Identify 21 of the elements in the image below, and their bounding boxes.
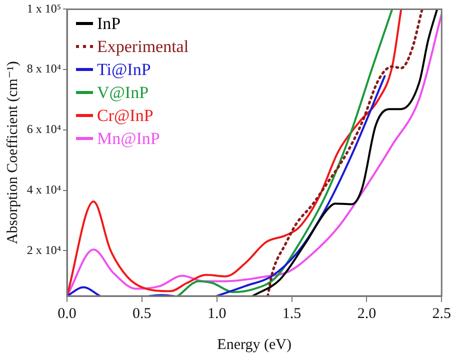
legend-label: InP	[97, 13, 121, 35]
y-tick-label: 1 x 10⁵	[26, 1, 61, 16]
x-tick-label: 0.5	[132, 306, 152, 322]
x-tick-label: 2.0	[357, 306, 376, 322]
x-tick-label: 2.5	[432, 306, 451, 322]
line-series	[252, 9, 438, 296]
legend-label: V@InP	[97, 82, 149, 104]
y-axis-title: Absorption Coefficient (cm⁻¹)	[4, 61, 21, 244]
line-series	[266, 9, 424, 296]
y-tick-label: 6 x 10⁴	[26, 122, 61, 136]
x-axis-title: Energy (eV)	[217, 336, 292, 353]
legend-label: Ti@InP	[97, 59, 151, 81]
x-tick-label: 0.0	[58, 306, 76, 322]
legend-label: Experimental	[97, 36, 189, 58]
legend-label: Cr@InP	[97, 105, 154, 127]
x-tick-label: 1.0	[207, 306, 226, 322]
x-tick-label: 1.5	[282, 306, 302, 322]
y-tick-label: 4 x 10⁴	[26, 182, 61, 196]
legend-label: Mn@InP	[97, 128, 160, 150]
y-tick-label: 8 x 10⁴	[26, 62, 61, 76]
y-tick-label: 2 x 10⁴	[26, 242, 61, 257]
